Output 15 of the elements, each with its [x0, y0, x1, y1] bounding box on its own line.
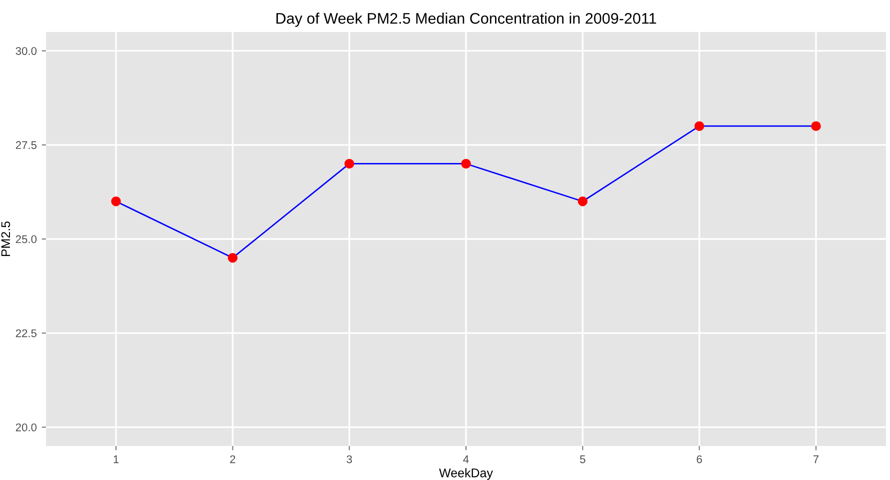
y-tick-label: 22.5 [16, 329, 37, 338]
y-tick-label: 27.5 [16, 141, 37, 150]
y-tick-label: 30.0 [16, 47, 37, 55]
y-tick-label: 20.0 [16, 423, 37, 432]
y-tick-label: 25.0 [16, 235, 37, 244]
x-tick-label: 4 [463, 455, 469, 464]
x-tick-label: 2 [230, 455, 236, 464]
x-tick-label: 5 [580, 455, 586, 464]
y-axis-title: PM2.5 [1, 221, 10, 256]
x-tick-label: 1 [114, 455, 119, 464]
x-tick-label: 7 [813, 455, 819, 464]
chart-title: Day of Week PM2.5 Median Concentration in 2009-2011 [276, 12, 656, 27]
x-tick-label: 6 [696, 455, 702, 464]
x-tick-label: 3 [346, 455, 352, 464]
x-axis-title: WeekDay [439, 468, 493, 480]
